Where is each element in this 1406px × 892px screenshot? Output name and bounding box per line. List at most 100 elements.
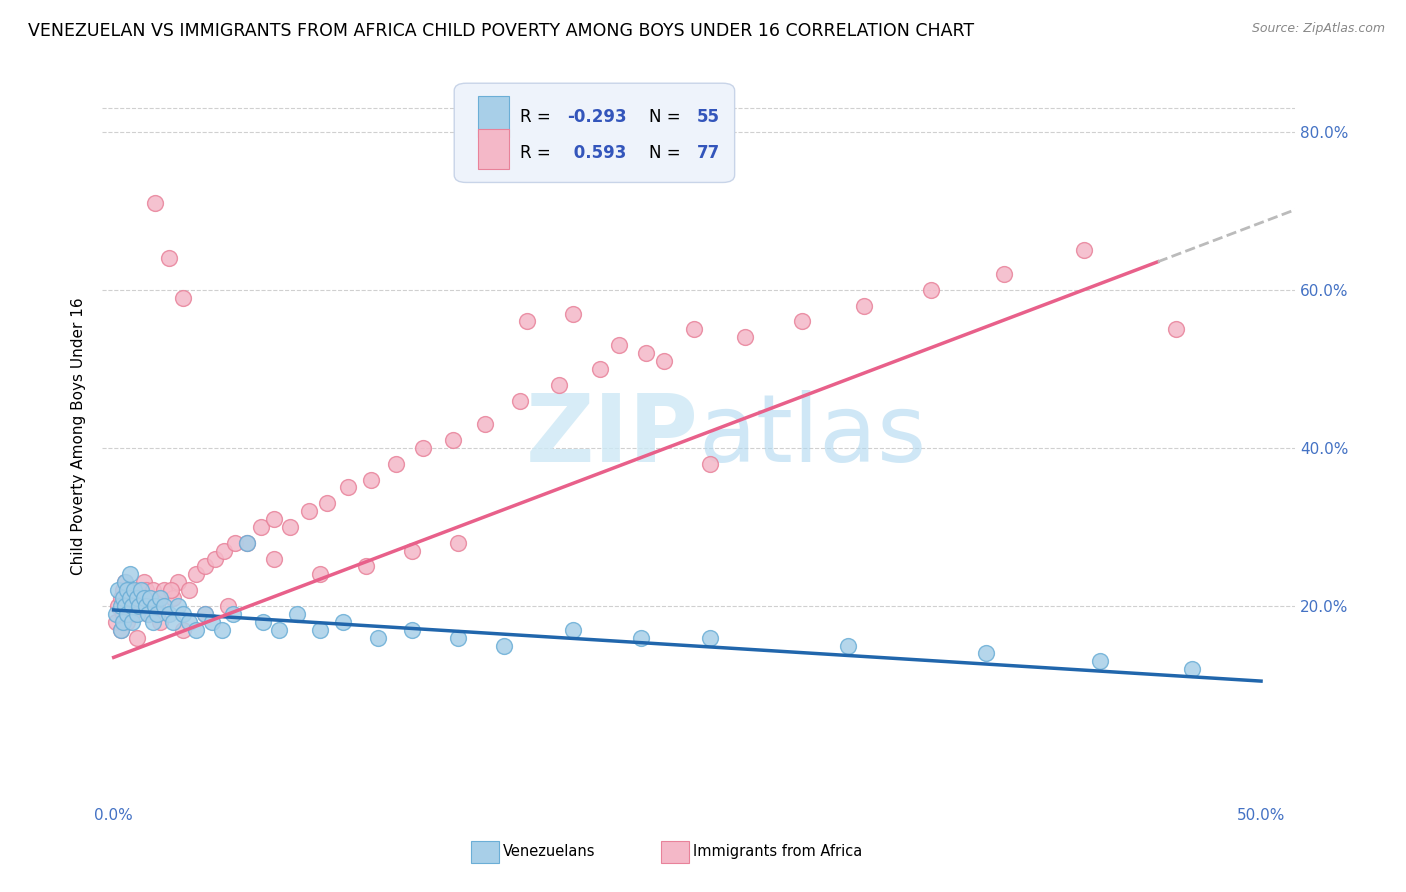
Text: R =: R = — [520, 144, 555, 162]
Point — [683, 322, 706, 336]
Point — [139, 591, 162, 606]
Point — [136, 599, 159, 613]
Text: R =: R = — [520, 108, 555, 126]
Point — [561, 307, 583, 321]
Point — [179, 583, 201, 598]
Point — [153, 583, 176, 598]
Point — [447, 535, 470, 549]
Point — [367, 631, 389, 645]
Point — [148, 615, 170, 629]
Point — [136, 607, 159, 621]
Text: Source: ZipAtlas.com: Source: ZipAtlas.com — [1251, 22, 1385, 36]
Point — [107, 583, 129, 598]
Point — [974, 647, 997, 661]
Point — [309, 623, 332, 637]
Point — [509, 393, 531, 408]
Point — [118, 599, 141, 613]
Point — [607, 338, 630, 352]
Point — [110, 591, 132, 606]
Point — [146, 607, 169, 621]
Point — [336, 480, 359, 494]
Point — [125, 599, 148, 613]
Text: ZIP: ZIP — [526, 390, 699, 482]
Point — [332, 615, 354, 629]
Point — [920, 283, 942, 297]
Point — [252, 615, 274, 629]
Point — [699, 631, 721, 645]
Point — [167, 599, 190, 613]
Point — [589, 362, 612, 376]
Point — [699, 457, 721, 471]
Point — [385, 457, 408, 471]
Point — [146, 599, 169, 613]
Text: -0.293: -0.293 — [568, 108, 627, 126]
Point — [401, 543, 423, 558]
Point — [201, 615, 224, 629]
Point — [186, 567, 208, 582]
Point — [263, 512, 285, 526]
Point — [114, 599, 136, 613]
Point — [111, 615, 134, 629]
Point — [249, 520, 271, 534]
Point — [474, 417, 496, 432]
Text: 55: 55 — [696, 108, 720, 126]
Point — [993, 267, 1015, 281]
Point — [734, 330, 756, 344]
Point — [280, 520, 302, 534]
Point — [561, 623, 583, 637]
Point — [104, 615, 127, 629]
Point — [142, 615, 165, 629]
Point — [162, 615, 184, 629]
Point — [837, 639, 859, 653]
Point — [110, 599, 132, 613]
Point — [172, 607, 194, 621]
Point — [263, 551, 285, 566]
Point — [121, 615, 143, 629]
Point — [125, 591, 148, 606]
Point — [516, 314, 538, 328]
Y-axis label: Child Poverty Among Boys Under 16: Child Poverty Among Boys Under 16 — [72, 297, 86, 574]
Point — [157, 607, 180, 621]
Point — [128, 599, 150, 613]
Point — [114, 575, 136, 590]
Point — [179, 615, 201, 629]
Point — [447, 631, 470, 645]
Point — [111, 591, 134, 606]
Point — [267, 623, 290, 637]
Point — [1073, 244, 1095, 258]
Point — [128, 583, 150, 598]
Point — [160, 583, 183, 598]
Point — [211, 623, 233, 637]
Point — [136, 607, 159, 621]
Point — [360, 473, 382, 487]
Point — [212, 543, 235, 558]
Point — [148, 591, 170, 606]
Point — [114, 599, 136, 613]
Text: Venezuelans: Venezuelans — [503, 845, 596, 859]
Point — [1090, 654, 1112, 668]
Point — [135, 583, 157, 598]
Point — [1166, 322, 1188, 336]
Point — [298, 504, 321, 518]
Point — [117, 607, 139, 621]
Point — [118, 591, 141, 606]
FancyBboxPatch shape — [454, 83, 734, 183]
Point — [125, 607, 148, 621]
Point — [132, 591, 155, 606]
Point — [117, 591, 139, 606]
Point — [124, 583, 146, 598]
Point — [143, 599, 166, 613]
Point — [143, 195, 166, 210]
Text: Immigrants from Africa: Immigrants from Africa — [693, 845, 862, 859]
Point — [401, 623, 423, 637]
Point — [117, 583, 139, 598]
Text: VENEZUELAN VS IMMIGRANTS FROM AFRICA CHILD POVERTY AMONG BOYS UNDER 16 CORRELATI: VENEZUELAN VS IMMIGRANTS FROM AFRICA CHI… — [28, 22, 974, 40]
Point — [121, 599, 143, 613]
Point — [441, 433, 464, 447]
Point — [111, 607, 134, 621]
Point — [114, 575, 136, 590]
Text: N =: N = — [648, 108, 686, 126]
Point — [790, 314, 813, 328]
Point — [118, 567, 141, 582]
Point — [547, 377, 569, 392]
